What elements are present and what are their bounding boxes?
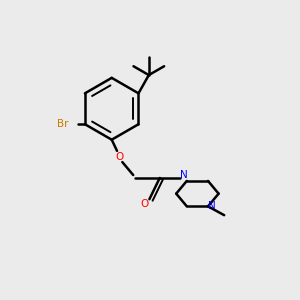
Text: N: N: [208, 201, 215, 212]
Text: N: N: [180, 170, 188, 180]
Text: O: O: [140, 200, 148, 209]
Text: Br: Br: [57, 119, 69, 129]
Text: O: O: [116, 152, 124, 162]
